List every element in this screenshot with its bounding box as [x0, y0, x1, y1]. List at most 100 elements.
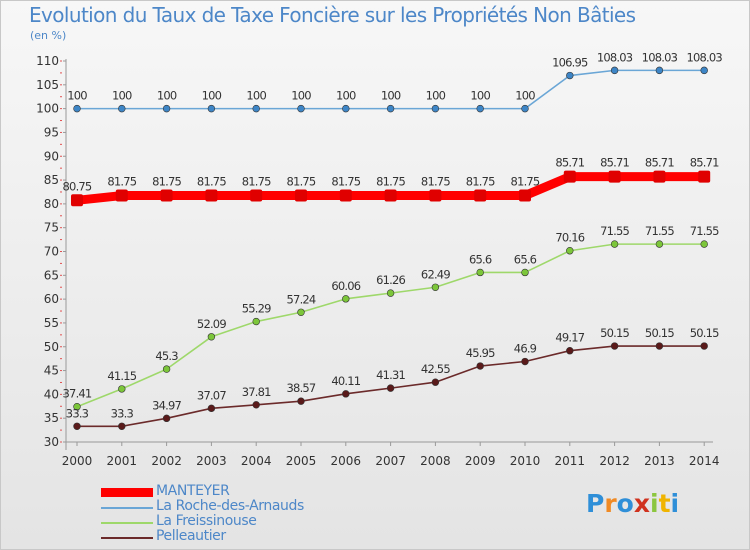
data-label: 45.95 [466, 346, 495, 360]
data-label: 81.75 [107, 175, 136, 189]
x-tick-label: 2014 [689, 454, 720, 468]
data-point [252, 317, 260, 326]
data-point [431, 378, 440, 386]
data-point [610, 66, 619, 75]
data-point [476, 362, 484, 370]
data-label: 85.71 [645, 156, 674, 170]
data-point [342, 104, 350, 113]
x-tick-label: 2008 [420, 454, 451, 468]
data-label: 60.06 [331, 279, 360, 293]
data-point [118, 422, 126, 430]
data-label: 100 [426, 89, 446, 103]
data-label: 37.41 [63, 387, 92, 401]
data-point [608, 170, 621, 183]
legend-label: La Roche-des-Arnauds [156, 498, 304, 514]
y-tick-label: 105 [36, 78, 59, 92]
data-label: 50.15 [600, 326, 629, 340]
data-label: 81.75 [511, 175, 540, 189]
data-label: 100 [246, 89, 266, 103]
data-label: 100 [157, 89, 177, 103]
data-point [566, 247, 574, 255]
y-tick-label: 110 [36, 54, 59, 68]
y-tick-label: 45 [44, 364, 59, 378]
data-label: 100 [202, 89, 222, 103]
data-label: 41.31 [376, 368, 405, 382]
data-point [252, 401, 260, 409]
data-label: 81.75 [197, 175, 226, 189]
y-tick-label: 55 [44, 316, 59, 330]
y-tick-label: 70 [44, 245, 59, 259]
logo-letter: i [670, 489, 680, 518]
data-label: 108.03 [642, 50, 678, 64]
y-tick-label: 80 [44, 197, 59, 211]
data-label: 45.3 [155, 349, 178, 363]
data-point [655, 66, 664, 75]
data-label: 100 [336, 89, 356, 103]
data-point [73, 422, 81, 430]
data-point [700, 66, 708, 75]
data-point [297, 104, 305, 113]
logo-letter: o [616, 489, 634, 518]
data-label: 38.57 [287, 381, 316, 395]
proxiti-logo: Proxiti [586, 489, 679, 518]
x-tick-label: 2004 [241, 454, 272, 468]
data-label: 81.75 [376, 175, 405, 189]
data-point [521, 268, 529, 277]
data-label: 42.55 [421, 362, 450, 376]
legend-item: Pelleautier [101, 528, 401, 545]
data-point [566, 347, 574, 355]
data-label: 100 [112, 89, 132, 103]
x-tick-label: 2013 [644, 454, 675, 468]
data-label: 50.15 [645, 326, 674, 340]
logo-letter: i [650, 489, 659, 518]
data-label: 71.55 [690, 224, 719, 238]
data-label: 100 [291, 89, 311, 103]
data-point [431, 104, 440, 113]
data-point [162, 104, 171, 113]
data-label: 108.03 [686, 50, 722, 64]
data-label: 41.15 [107, 369, 136, 383]
logo-letter: P [586, 489, 605, 518]
data-point [655, 342, 664, 350]
data-point [384, 189, 397, 202]
data-label: 65.6 [469, 252, 492, 266]
data-label: 52.09 [197, 317, 226, 331]
series-pelleautier: 33.3 33.3 34.97 37.07 37.81 38.57 40.11 41.31 42… [66, 326, 720, 430]
x-tick-label: 2005 [286, 454, 317, 468]
x-tick-label: 2012 [599, 454, 630, 468]
data-label: 62.49 [421, 267, 450, 281]
y-tick-label: 60 [44, 292, 59, 306]
data-label: 50.15 [690, 326, 719, 340]
data-point [474, 189, 487, 202]
data-label: 55.29 [242, 302, 271, 316]
data-label: 33.3 [111, 406, 134, 420]
y-tick-label: 30 [44, 435, 59, 449]
data-point [519, 189, 531, 202]
data-point [73, 104, 81, 113]
data-point [563, 170, 576, 183]
data-point [653, 170, 666, 183]
y-tick-label: 35 [44, 411, 59, 425]
data-point [386, 104, 395, 113]
data-label: 100 [515, 89, 535, 103]
data-point [160, 189, 173, 202]
data-point [207, 404, 216, 413]
data-label: 71.55 [645, 224, 674, 238]
x-tick-label: 2003 [196, 454, 227, 468]
data-label: 108.03 [597, 50, 633, 64]
legend-swatch [101, 522, 153, 524]
logo-letter: r [604, 489, 617, 518]
data-point [252, 104, 260, 113]
data-label: 49.17 [555, 331, 584, 345]
x-tick-label: 2001 [107, 454, 138, 468]
x-tick-label: 2009 [465, 454, 496, 468]
data-point [118, 104, 126, 113]
y-tick-label: 95 [44, 125, 59, 139]
data-point [521, 357, 529, 366]
unit-label: (en %) [30, 29, 67, 42]
data-point [207, 333, 216, 341]
data-point [71, 194, 83, 207]
data-label: 100 [67, 89, 87, 103]
data-label: 100 [381, 89, 401, 103]
y-tick-label: 65 [44, 268, 59, 282]
